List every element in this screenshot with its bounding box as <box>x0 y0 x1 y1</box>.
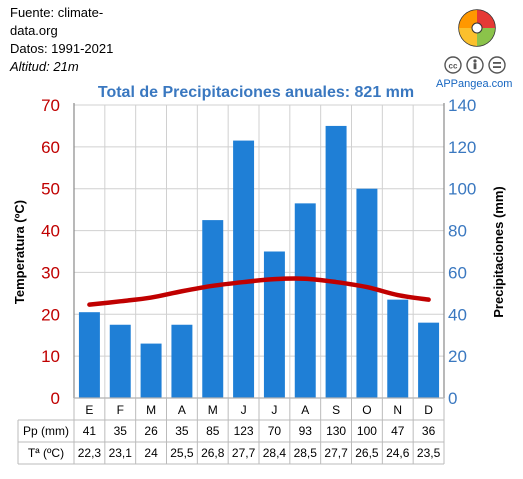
bar-4 <box>171 324 193 398</box>
y-left-tick-label: 50 <box>41 180 60 199</box>
y-right-tick-label: 120 <box>448 138 476 157</box>
y-right-tick-label: 40 <box>448 305 467 324</box>
bar-2 <box>109 324 131 398</box>
y-right-tick-label: 0 <box>448 389 457 408</box>
table-cell-t: 28,4 <box>263 446 287 460</box>
table-cell-pp: 70 <box>268 424 282 438</box>
table-cell-t: 27,7 <box>232 446 256 460</box>
x-tick-label: M <box>208 403 218 417</box>
svg-text:cc: cc <box>449 62 458 71</box>
bar-10 <box>356 188 378 398</box>
bar-1 <box>78 312 100 398</box>
y-right-tick-label: 20 <box>448 347 467 366</box>
table-cell-pp: 85 <box>206 424 220 438</box>
puzzle-globe-icon[interactable] <box>457 8 497 48</box>
x-tick-label: J <box>271 403 277 417</box>
table-cell-pp: 41 <box>83 424 97 438</box>
table-cell-t: 24 <box>144 446 158 460</box>
bar-5 <box>202 220 224 398</box>
table-cell-t: 25,5 <box>170 446 194 460</box>
y-left-tick-label: 0 <box>51 389 60 408</box>
x-tick-label: E <box>85 403 93 417</box>
y-right-tick-label: 100 <box>448 180 476 199</box>
y-left-tick-label: 70 <box>41 96 60 115</box>
source-label: Fuente: climate- <box>10 5 104 20</box>
y-left-tick-label: 40 <box>41 222 60 241</box>
table-row-header-pp: Pp (mm) <box>23 424 69 438</box>
y-right-tick-label: 80 <box>448 222 467 241</box>
grid <box>73 104 445 399</box>
data-period: Datos: 1991-2021 <box>10 41 114 56</box>
y-axis-left-label: Temperatura (ºC) <box>12 200 27 304</box>
y-left-tick-label: 60 <box>41 138 60 157</box>
table-cell-t: 27,7 <box>324 446 348 460</box>
temperature-series-line <box>87 276 431 307</box>
x-tick-label: J <box>241 403 247 417</box>
table-cell-t: 26,5 <box>355 446 379 460</box>
y-left-tick-label: 30 <box>41 263 60 282</box>
table-cell-t: 23,1 <box>109 446 133 460</box>
table-cell-pp: 35 <box>175 424 189 438</box>
x-tick-label: F <box>117 403 124 417</box>
bar-11 <box>387 299 409 398</box>
y-right-tick-label: 60 <box>448 263 467 282</box>
table-cell-pp: 26 <box>144 424 158 438</box>
altitude: Altitud: 21m <box>10 59 79 74</box>
chart-title: Total de Precipitaciones anuales: 821 mm <box>98 84 414 101</box>
table-cell-t: 22,3 <box>78 446 102 460</box>
data-table: E F M A M J J A S O N D Pp (mm) Tª (ºC) 41 35 26 35 85 123 7… <box>17 397 445 465</box>
y-left-tick-label: 20 <box>41 305 60 324</box>
table-cell-t: 26,8 <box>201 446 225 460</box>
bar-3 <box>140 343 162 398</box>
table-cell-pp: 100 <box>357 424 377 438</box>
x-tick-label: N <box>393 403 402 417</box>
bar-6 <box>233 140 255 399</box>
y-axis-right-label: Precipitaciones (mm) <box>491 186 506 318</box>
table-cell-t: 23,5 <box>417 446 441 460</box>
y-left-tick-label: 10 <box>41 347 60 366</box>
cc-icon: cc <box>444 56 462 74</box>
table-cell-t: 24,6 <box>386 446 410 460</box>
x-tick-label: M <box>146 403 156 417</box>
table-cell-t: 28,5 <box>294 446 318 460</box>
y-right-tick-label: 140 <box>448 96 476 115</box>
bar-8 <box>294 203 316 398</box>
person-attribution-icon <box>466 56 484 74</box>
table-cell-pp: 36 <box>422 424 436 438</box>
site-name: APPangea.com <box>436 78 513 90</box>
table-cell-pp: 123 <box>234 424 254 438</box>
table-cell-pp: 93 <box>299 424 313 438</box>
bar-9 <box>325 125 347 398</box>
precip-bars <box>78 125 440 399</box>
source-url: data.org <box>10 23 58 38</box>
table-row-header-t: Tª (ºC) <box>28 446 64 460</box>
table-cell-pp: 130 <box>326 424 346 438</box>
x-tick-label: S <box>332 403 340 417</box>
x-tick-label: O <box>362 403 371 417</box>
x-tick-label: D <box>424 403 433 417</box>
table-cell-pp: 47 <box>391 424 405 438</box>
bar-7 <box>263 251 285 398</box>
equals-icon <box>488 56 506 74</box>
bar-12 <box>418 322 440 398</box>
table-cell-pp: 35 <box>114 424 128 438</box>
x-tick-label: A <box>301 403 309 417</box>
x-tick-label: A <box>178 403 186 417</box>
temperature-line <box>87 276 431 307</box>
tick-labels: 0 10 20 30 40 50 60 70 0 20 40 60 80 100 120 140 <box>41 96 476 408</box>
